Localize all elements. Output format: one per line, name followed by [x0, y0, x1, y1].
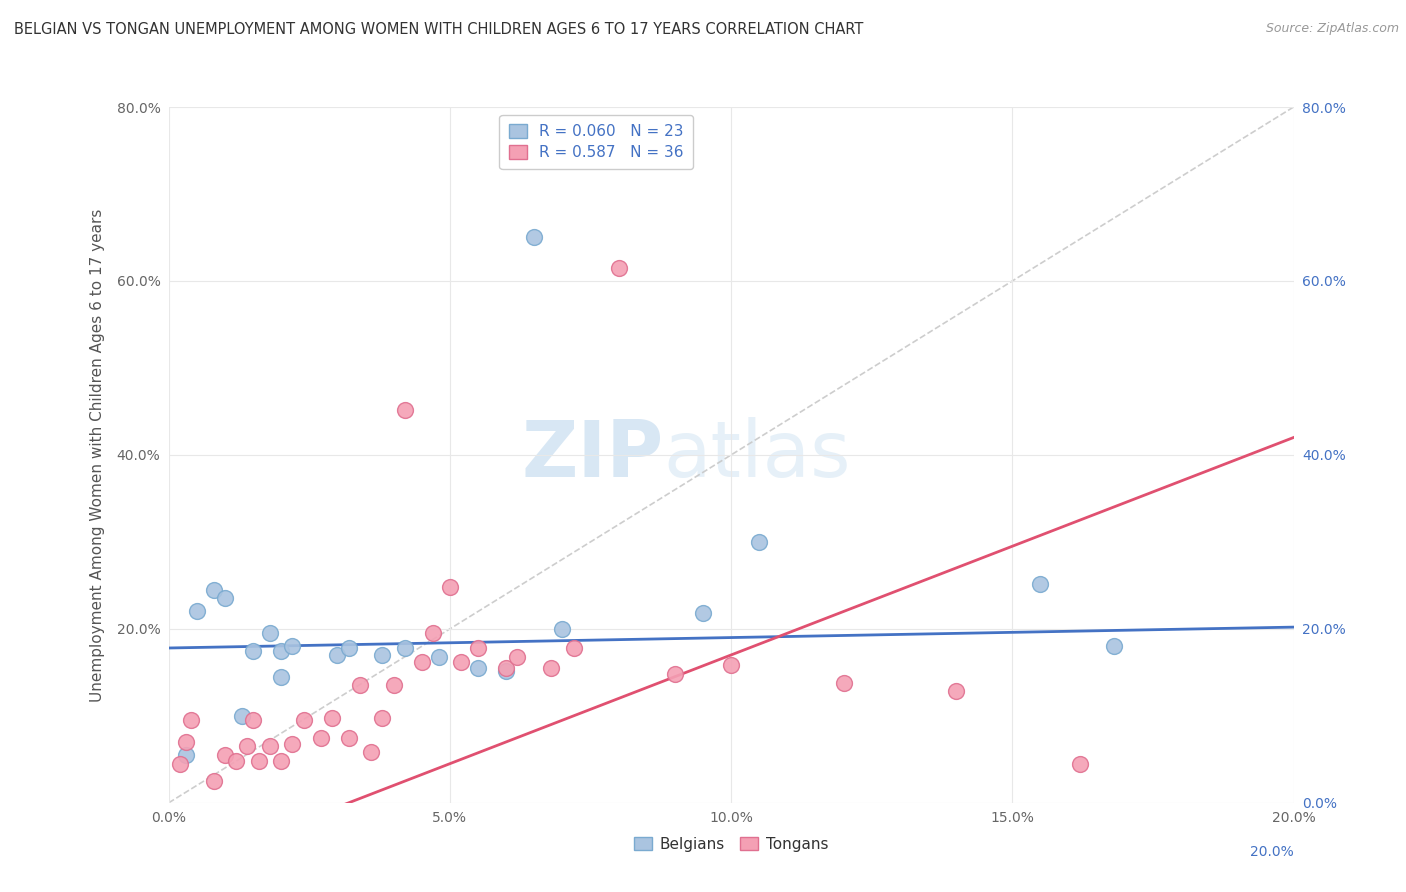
Point	[1069, 756, 1091, 771]
Point	[467, 661, 489, 675]
Point	[186, 605, 208, 619]
Point	[242, 643, 264, 657]
Point	[439, 580, 461, 594]
Point	[270, 643, 292, 657]
Point	[174, 735, 197, 749]
Point	[945, 684, 967, 698]
Point	[247, 754, 270, 768]
Point	[270, 670, 292, 684]
Point	[259, 626, 281, 640]
Text: ZIP: ZIP	[522, 417, 664, 493]
Point	[664, 667, 686, 681]
Point	[292, 713, 315, 727]
Point	[180, 713, 202, 727]
Point	[832, 675, 855, 690]
Point	[281, 737, 304, 751]
Point	[411, 655, 433, 669]
Point	[450, 655, 472, 669]
Point	[169, 756, 191, 771]
Point	[495, 661, 517, 675]
Point	[394, 640, 416, 655]
Point	[467, 640, 489, 655]
Point	[242, 713, 264, 727]
Point	[337, 640, 360, 655]
Point	[1102, 639, 1125, 653]
Legend: Belgians, Tongans: Belgians, Tongans	[627, 830, 835, 858]
Text: 20.0%: 20.0%	[1250, 845, 1294, 858]
Point	[360, 745, 382, 759]
Point	[394, 402, 416, 417]
Text: BELGIAN VS TONGAN UNEMPLOYMENT AMONG WOMEN WITH CHILDREN AGES 6 TO 17 YEARS CORR: BELGIAN VS TONGAN UNEMPLOYMENT AMONG WOM…	[14, 22, 863, 37]
Point	[321, 710, 343, 724]
Point	[309, 731, 332, 745]
Point	[748, 534, 770, 549]
Point	[540, 661, 562, 675]
Point	[337, 731, 360, 745]
Point	[427, 649, 450, 664]
Point	[231, 708, 253, 723]
Point	[551, 622, 574, 636]
Point	[523, 230, 546, 244]
Point	[1029, 576, 1052, 591]
Point	[281, 639, 304, 653]
Point	[174, 747, 197, 762]
Text: Source: ZipAtlas.com: Source: ZipAtlas.com	[1265, 22, 1399, 36]
Point	[225, 754, 247, 768]
Y-axis label: Unemployment Among Women with Children Ages 6 to 17 years: Unemployment Among Women with Children A…	[90, 208, 105, 702]
Point	[349, 678, 371, 692]
Point	[371, 710, 394, 724]
Point	[506, 649, 529, 664]
Point	[382, 678, 405, 692]
Point	[371, 648, 394, 662]
Point	[202, 582, 225, 597]
Point	[495, 664, 517, 678]
Point	[562, 640, 585, 655]
Point	[607, 260, 630, 275]
Point	[270, 754, 292, 768]
Point	[720, 658, 742, 673]
Point	[202, 774, 225, 789]
Point	[326, 648, 349, 662]
Text: atlas: atlas	[664, 417, 851, 493]
Point	[692, 606, 714, 620]
Point	[214, 591, 236, 606]
Point	[214, 747, 236, 762]
Point	[259, 739, 281, 754]
Point	[422, 626, 444, 640]
Point	[236, 739, 259, 754]
